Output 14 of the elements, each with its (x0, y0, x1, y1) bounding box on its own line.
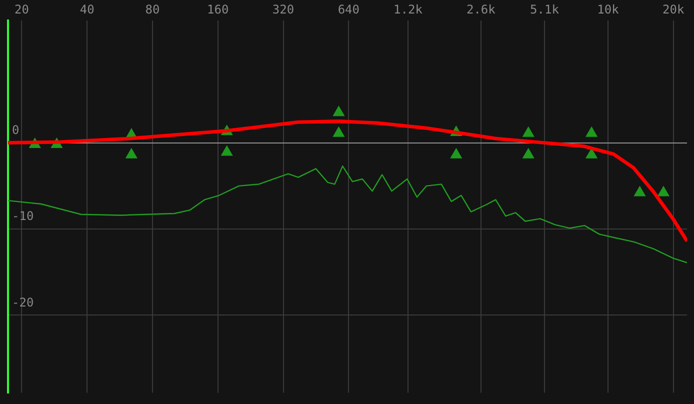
x-tick-label: 20k (662, 2, 686, 16)
x-tick-label: 20 (14, 2, 29, 16)
x-tick-label: 160 (207, 2, 229, 16)
x-tick-label: 2.6k (466, 2, 496, 16)
y-tick-label: -20 (12, 295, 34, 310)
y-tick-label: -10 (12, 209, 34, 224)
y-tick-label: 0 (12, 122, 20, 137)
x-tick-label: 1.2k (394, 2, 424, 16)
x-tick-label: 5.1k (530, 2, 560, 16)
x-tick-label: 40 (80, 2, 94, 16)
x-tick-label: 320 (272, 2, 294, 16)
x-tick-label: 640 (338, 2, 360, 16)
x-tick-label: 80 (145, 2, 160, 16)
x-tick-label: 10k (597, 2, 620, 16)
